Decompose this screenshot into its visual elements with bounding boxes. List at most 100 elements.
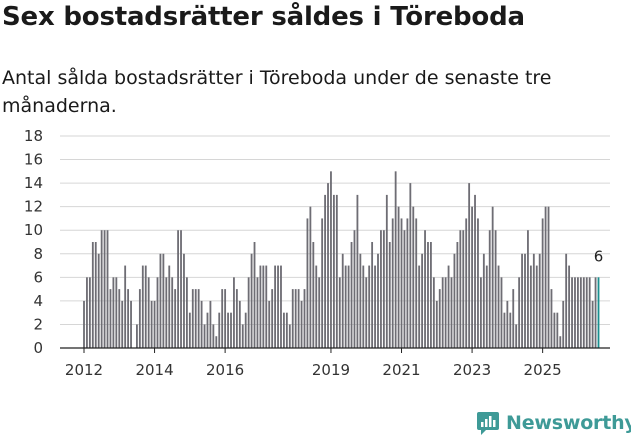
bar[interactable] — [180, 230, 182, 348]
bar[interactable] — [162, 253, 165, 348]
bar[interactable] — [209, 300, 212, 348]
bar[interactable] — [415, 218, 418, 348]
bar[interactable] — [238, 300, 241, 348]
bar[interactable] — [553, 312, 556, 348]
bar[interactable] — [544, 206, 547, 348]
bar[interactable] — [556, 312, 559, 348]
bar[interactable] — [309, 206, 312, 348]
bar[interactable] — [171, 277, 174, 348]
bar[interactable] — [259, 265, 262, 348]
bar[interactable] — [262, 265, 265, 348]
bar[interactable] — [230, 312, 232, 348]
bar[interactable] — [532, 253, 535, 348]
bar[interactable] — [577, 277, 579, 348]
bar[interactable] — [494, 230, 497, 348]
bar[interactable] — [421, 253, 424, 348]
bar[interactable] — [359, 253, 362, 348]
bar[interactable] — [362, 265, 365, 348]
bar[interactable] — [418, 265, 421, 348]
bar[interactable] — [88, 277, 91, 348]
bar[interactable] — [218, 312, 221, 348]
bar[interactable] — [274, 265, 277, 348]
bar[interactable] — [409, 183, 412, 348]
bar[interactable] — [527, 230, 529, 348]
bar[interactable] — [206, 312, 209, 348]
bar[interactable] — [403, 230, 406, 348]
bar[interactable] — [559, 336, 562, 348]
bar[interactable] — [271, 289, 274, 348]
bar[interactable] — [397, 206, 400, 348]
bar[interactable] — [165, 277, 168, 348]
bar[interactable] — [168, 265, 171, 348]
brand-logo[interactable]: Newsworthy — [476, 408, 631, 438]
bar[interactable] — [233, 277, 235, 348]
bar[interactable] — [482, 253, 485, 348]
bar[interactable] — [188, 312, 191, 348]
bar[interactable] — [497, 265, 500, 348]
bar[interactable] — [300, 300, 303, 348]
bar[interactable] — [550, 289, 553, 348]
bar[interactable] — [118, 289, 121, 348]
bar[interactable] — [256, 277, 259, 348]
bar[interactable] — [212, 324, 215, 348]
bar[interactable] — [406, 218, 409, 348]
bar[interactable] — [388, 242, 391, 348]
bar[interactable] — [265, 265, 268, 348]
bar[interactable] — [103, 230, 106, 348]
bar[interactable] — [235, 289, 238, 348]
bar[interactable] — [100, 230, 103, 348]
bar[interactable] — [127, 289, 130, 348]
bar[interactable] — [156, 277, 159, 348]
bar[interactable] — [141, 265, 144, 348]
bar[interactable] — [288, 324, 291, 348]
bar[interactable] — [86, 277, 88, 348]
bar[interactable] — [283, 312, 285, 348]
bar[interactable] — [332, 194, 335, 348]
bar[interactable] — [424, 230, 426, 348]
bar[interactable] — [512, 289, 515, 348]
bar[interactable] — [174, 289, 177, 348]
bar[interactable] — [356, 194, 359, 348]
bar[interactable] — [594, 277, 597, 348]
bar-latest[interactable] — [597, 277, 600, 348]
bar[interactable] — [427, 242, 429, 348]
bar[interactable] — [353, 230, 356, 348]
bar[interactable] — [241, 324, 244, 348]
bar[interactable] — [280, 265, 282, 348]
bar[interactable] — [153, 300, 156, 348]
bar[interactable] — [515, 324, 518, 348]
bar[interactable] — [347, 265, 350, 348]
bar[interactable] — [500, 277, 503, 348]
bar[interactable] — [221, 289, 224, 348]
bar[interactable] — [350, 242, 353, 348]
bar[interactable] — [291, 289, 294, 348]
bar[interactable] — [571, 277, 573, 348]
bar[interactable] — [465, 218, 468, 348]
bar[interactable] — [97, 253, 100, 348]
bar[interactable] — [450, 277, 453, 348]
bar[interactable] — [588, 277, 591, 348]
bar[interactable] — [430, 242, 432, 348]
bar[interactable] — [150, 300, 153, 348]
bar[interactable] — [250, 253, 253, 348]
bar[interactable] — [94, 242, 97, 348]
bar[interactable] — [315, 265, 318, 348]
bar[interactable] — [147, 277, 150, 348]
bar[interactable] — [456, 242, 459, 348]
bar[interactable] — [391, 218, 394, 348]
bar[interactable] — [294, 289, 297, 348]
bar[interactable] — [441, 277, 444, 348]
bar[interactable] — [485, 265, 488, 348]
bar[interactable] — [547, 206, 550, 348]
bar[interactable] — [444, 277, 447, 348]
bar[interactable] — [506, 300, 509, 348]
bar[interactable] — [582, 277, 585, 348]
bar[interactable] — [321, 218, 324, 348]
bar[interactable] — [327, 183, 329, 348]
bar[interactable] — [330, 171, 332, 348]
bar[interactable] — [503, 312, 506, 348]
bar[interactable] — [565, 253, 568, 348]
bar[interactable] — [318, 277, 321, 348]
bar[interactable] — [562, 300, 565, 348]
bar[interactable] — [177, 230, 179, 348]
